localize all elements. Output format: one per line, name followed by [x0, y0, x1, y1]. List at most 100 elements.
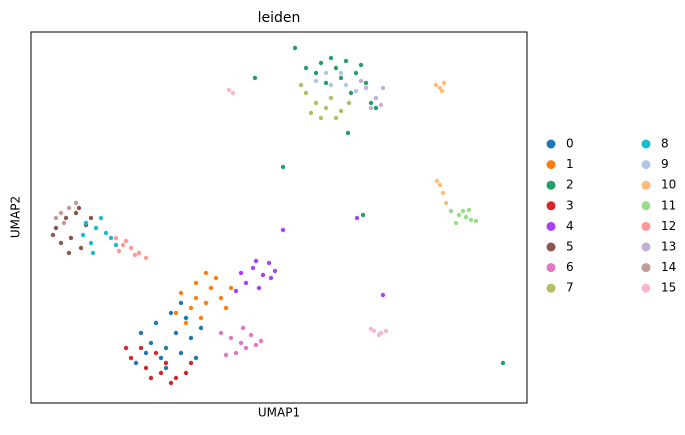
point [188, 305, 194, 311]
legend-marker [641, 201, 651, 211]
point [260, 272, 266, 278]
point [178, 300, 184, 306]
point [343, 58, 349, 64]
legend-marker [641, 160, 651, 170]
point [348, 90, 354, 96]
point [223, 305, 229, 311]
point [218, 295, 224, 301]
y-axis-label: UMAP2 [9, 196, 23, 238]
point [103, 230, 109, 236]
point [123, 345, 129, 351]
point [376, 332, 382, 338]
legend-marker [641, 221, 651, 231]
point [313, 100, 319, 106]
point [368, 326, 374, 332]
point [88, 240, 94, 246]
point [163, 345, 169, 351]
point [138, 345, 144, 351]
point [460, 208, 466, 214]
point [456, 212, 462, 218]
point [368, 105, 374, 111]
point [228, 335, 234, 341]
legend-marker [546, 139, 556, 149]
point [328, 95, 334, 101]
point [328, 55, 334, 61]
point [333, 115, 339, 121]
point [328, 82, 334, 88]
point [338, 75, 344, 81]
point [343, 82, 349, 88]
point [448, 208, 454, 214]
point [158, 370, 164, 376]
point [173, 310, 179, 316]
point [198, 325, 204, 331]
legend-label: 8 [661, 137, 669, 151]
point [453, 220, 459, 226]
point [93, 225, 99, 231]
point [53, 225, 59, 231]
point [90, 250, 96, 256]
point [132, 252, 138, 258]
point [53, 215, 59, 221]
point [223, 352, 229, 358]
legend-label: 4 [566, 219, 574, 233]
legend-label: 9 [661, 157, 669, 171]
point [233, 288, 239, 294]
point [168, 380, 174, 386]
point [61, 220, 67, 226]
point [358, 78, 364, 84]
point [183, 315, 189, 321]
point [116, 248, 122, 254]
point [345, 130, 351, 136]
point [148, 340, 154, 346]
point [252, 75, 258, 81]
point [88, 215, 94, 221]
point [373, 105, 379, 111]
point [136, 250, 142, 256]
legend-label: 0 [566, 137, 574, 151]
point [280, 227, 286, 233]
point [128, 245, 134, 251]
point [298, 82, 304, 88]
point [303, 65, 309, 71]
point [66, 250, 72, 256]
point [468, 217, 474, 223]
legend-label: 12 [661, 219, 676, 233]
point [463, 214, 469, 220]
point [113, 235, 119, 241]
point [188, 335, 194, 341]
legend-label: 7 [566, 281, 574, 295]
point [363, 80, 369, 86]
point [433, 82, 439, 88]
point [256, 285, 262, 291]
point [178, 350, 184, 356]
legend-marker [546, 283, 556, 293]
point [213, 275, 219, 281]
chart-title: leiden [258, 10, 301, 26]
point [441, 80, 447, 86]
point [143, 350, 149, 356]
legend-marker [546, 242, 556, 252]
point [138, 330, 144, 336]
point [133, 360, 139, 366]
point [240, 325, 246, 331]
point [120, 242, 126, 248]
point [434, 178, 440, 184]
point [73, 210, 79, 216]
point [76, 205, 82, 211]
point [268, 275, 274, 281]
legend-label: 15 [661, 281, 676, 295]
point [193, 280, 199, 286]
legend-marker [641, 139, 651, 149]
point [188, 360, 194, 366]
point [338, 108, 344, 114]
point [78, 245, 84, 251]
point [123, 238, 129, 244]
point [163, 365, 169, 371]
point [443, 200, 449, 206]
legend-marker [546, 263, 556, 273]
legend-label: 13 [661, 240, 676, 254]
point [243, 345, 249, 351]
point [183, 370, 189, 376]
point [466, 207, 472, 213]
